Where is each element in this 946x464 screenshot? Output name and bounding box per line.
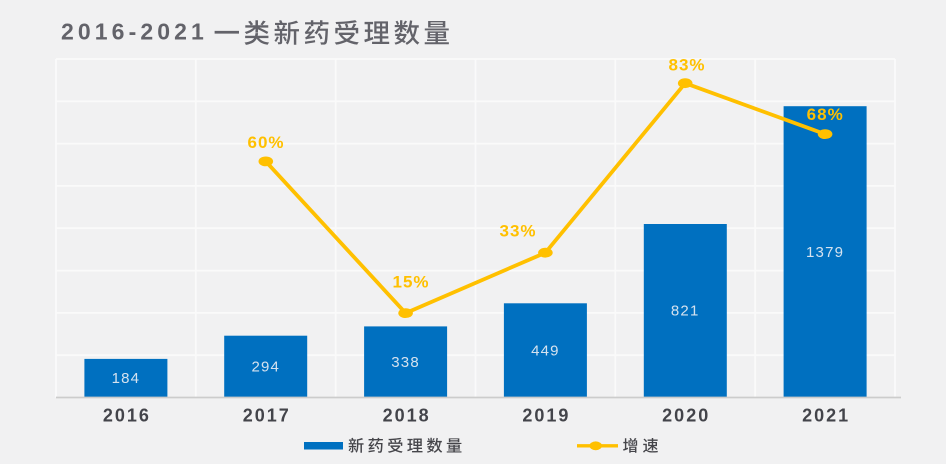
svg-text:2016: 2016 (103, 406, 151, 426)
svg-text:2018: 2018 (383, 406, 431, 426)
svg-text:60%: 60% (247, 133, 284, 152)
svg-text:2020: 2020 (662, 406, 710, 426)
svg-text:15%: 15% (392, 273, 429, 292)
svg-text:83%: 83% (668, 56, 705, 75)
svg-text:449: 449 (531, 342, 560, 359)
svg-text:294: 294 (251, 359, 280, 376)
svg-text:184: 184 (112, 370, 141, 387)
svg-text:68%: 68% (807, 105, 844, 124)
svg-text:2021: 2021 (802, 406, 850, 426)
svg-text:2019: 2019 (522, 406, 570, 426)
svg-text:33%: 33% (499, 222, 536, 241)
svg-text:2016-2021: 2016-2021 (61, 19, 208, 45)
svg-text:821: 821 (671, 303, 700, 320)
svg-text:2017: 2017 (243, 406, 291, 426)
svg-text:338: 338 (391, 354, 420, 371)
svg-text:1379: 1379 (806, 244, 844, 261)
